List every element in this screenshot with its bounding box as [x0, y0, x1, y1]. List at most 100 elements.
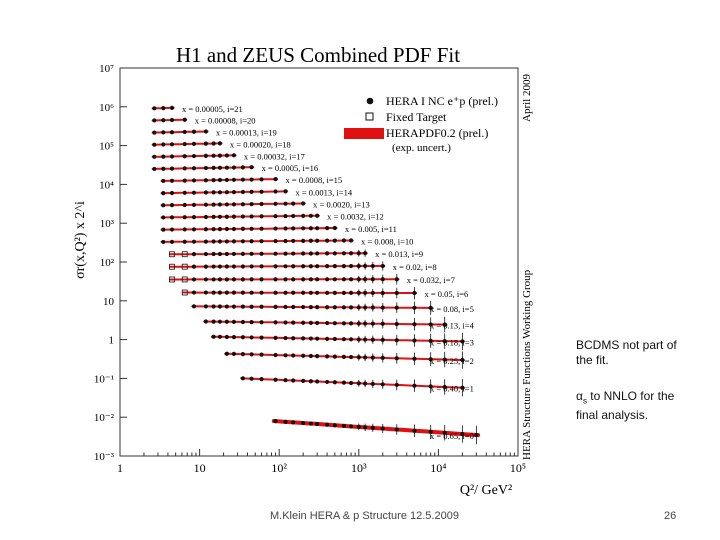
hera-data-point [161, 191, 166, 196]
hera-data-point [249, 251, 254, 256]
hera-data-point [291, 304, 296, 310]
hera-data-point [325, 379, 330, 385]
x-tick-label: 10² [271, 461, 287, 475]
hera-data-point [315, 305, 320, 310]
hera-data-point [259, 201, 264, 207]
hera-data-point [217, 319, 223, 324]
footer-text: M.Klein HERA & p Structure 12.5.2009 [270, 510, 459, 522]
bin-label: x = 0.00020, i=18 [230, 139, 291, 149]
hera-data-point [169, 227, 175, 232]
bin-label: x = 0.00032, i=17 [244, 151, 305, 161]
hera-data-point [348, 263, 354, 269]
hera-data-point [191, 239, 197, 244]
hera-data-point [273, 377, 278, 382]
hera-data-point [315, 354, 320, 359]
hera-data-point [249, 277, 254, 282]
hera-data-point [273, 214, 278, 219]
hera-data-point [169, 166, 175, 171]
hera-data-point [325, 264, 330, 269]
hera-data-point [191, 141, 197, 146]
bin-label: x = 0.00008, i=20 [195, 116, 256, 126]
hera-data-point [211, 239, 216, 244]
hera-data-point [240, 290, 246, 295]
hera-data-point [211, 214, 216, 219]
hera-data-point [259, 189, 264, 194]
hera-data-point [161, 215, 166, 220]
hera-data-point [325, 238, 330, 243]
hera-data-point [291, 226, 296, 231]
hera-data-point [240, 239, 246, 244]
hera-data-point [211, 264, 216, 269]
hera-data-point [348, 380, 354, 386]
hera-data-point [259, 377, 264, 382]
hera-data-point [203, 319, 209, 324]
hera-data-point [283, 304, 288, 310]
hera-data-point [259, 277, 264, 282]
hera-data-point [283, 353, 288, 358]
hera-data-point [332, 290, 337, 295]
hera-data-point [191, 153, 197, 159]
hera-data-point [211, 190, 216, 195]
bcdms-note: BCDMS not part of the fit. [576, 338, 677, 367]
hera-data-point [217, 277, 223, 282]
hera-data-point [217, 227, 223, 232]
hera-data-point [301, 277, 306, 282]
hera-data-point [325, 320, 330, 326]
hera-data-point [348, 321, 354, 326]
hera-data-point [224, 334, 229, 340]
hera-data-point [273, 189, 278, 194]
hera-data-point [203, 251, 209, 257]
legend-label-fixed-target: Fixed Target [386, 110, 447, 124]
bin-label: x = 0.0005, i=16 [262, 163, 319, 173]
hera-data-point [249, 165, 254, 170]
hera-data-point [348, 251, 354, 256]
hera-data-point [231, 214, 237, 219]
bin-label: x = 0.0013, i=14 [296, 187, 353, 197]
hera-data-point [291, 213, 296, 219]
hera-data-point [161, 166, 166, 171]
hera-data-point [203, 290, 209, 295]
hera-data-point [161, 118, 166, 123]
hera-data-point [224, 239, 229, 244]
hera-data-point [341, 238, 347, 243]
hera-data-point [325, 225, 330, 231]
hera-data-point [231, 239, 237, 244]
y-tick-label: 10⁵ [99, 141, 114, 153]
hera-data-point [161, 142, 166, 147]
hera-data-point [341, 290, 347, 295]
hera-data-point [348, 238, 354, 243]
hera-data-point [231, 226, 237, 232]
hera-data-point [273, 352, 278, 358]
hera-data-point [231, 304, 237, 309]
hera-data-point [283, 213, 288, 219]
y-axis-ticks: 10⁷ 10⁶ 10⁵ 10⁴ 10³ 10² 10 1 10⁻¹ 10⁻² 10⁻³ [94, 63, 127, 463]
date-label: April 2009 [521, 74, 533, 122]
hera-data-point [240, 304, 246, 309]
hera-data-point [161, 227, 166, 232]
hera-data-point [224, 277, 229, 282]
hera-data-point [217, 290, 223, 295]
hera-data-point [240, 264, 246, 269]
hera-data-point [203, 239, 209, 244]
hera-data-point [325, 354, 330, 359]
hera-data-point [240, 319, 246, 325]
fit-band [151, 166, 255, 170]
fit-band [151, 118, 188, 122]
hera-data-point [203, 129, 209, 134]
hera-data-point [224, 226, 229, 232]
hera-data-point [182, 178, 187, 183]
hera-data-point [231, 290, 237, 295]
hera-data-point [273, 226, 278, 231]
hera-data-point [161, 203, 166, 208]
bin-label: x = 0.40, i=1 [430, 384, 474, 394]
hera-data-point [283, 419, 288, 424]
hera-data-point [240, 214, 246, 219]
hera-data-point [273, 277, 278, 282]
fit-band [169, 252, 368, 256]
hera-data-point [203, 214, 209, 220]
hera-data-point [315, 290, 320, 295]
hera-data-point [325, 290, 330, 295]
x-tick-label: 10³ [351, 461, 367, 475]
hera-data-point [169, 215, 175, 220]
legend-marker-fixed-target [365, 112, 374, 121]
